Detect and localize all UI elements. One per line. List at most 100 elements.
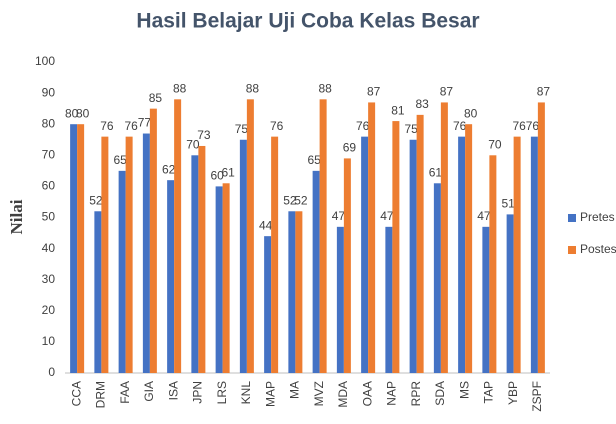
y-tick-label: 20 [42, 303, 56, 317]
bar [191, 155, 199, 373]
data-label: 65 [307, 153, 321, 167]
data-label: 69 [343, 141, 357, 155]
bar [336, 226, 344, 373]
data-label: 73 [197, 128, 211, 142]
y-tick-label: 100 [35, 54, 55, 68]
data-label: 88 [173, 81, 187, 95]
bar [264, 236, 272, 373]
data-label: 76 [100, 119, 114, 133]
bar [433, 183, 441, 373]
data-label: 62 [162, 162, 176, 176]
bar [174, 99, 182, 373]
data-label: 85 [149, 91, 163, 105]
x-tick-label: DRM [94, 381, 108, 408]
x-tick-label: JPN [191, 381, 205, 404]
data-label: 60 [210, 169, 224, 183]
y-tick-label: 0 [48, 365, 55, 379]
x-tick-label: MA [288, 381, 302, 399]
data-label: 76 [526, 119, 540, 133]
legend-label: Postes [580, 242, 616, 256]
x-tick-label: RPR [409, 381, 423, 407]
data-label: 61 [429, 165, 443, 179]
data-label: 80 [464, 106, 478, 120]
bar [506, 214, 514, 373]
data-label: 76 [453, 119, 467, 133]
data-label: 88 [318, 81, 332, 95]
bar [409, 139, 417, 373]
bar [392, 121, 400, 373]
bar [142, 133, 150, 373]
data-label: 87 [537, 85, 551, 99]
data-label: 47 [380, 209, 394, 223]
data-label: 51 [501, 197, 515, 211]
bar [295, 211, 303, 373]
data-label: 65 [113, 153, 127, 167]
bar [482, 226, 490, 373]
bar [343, 158, 351, 373]
bar [513, 136, 521, 373]
data-label: 76 [356, 119, 370, 133]
x-tick-label: YBP [506, 381, 520, 405]
bar [101, 136, 109, 373]
bar [94, 211, 102, 373]
data-label: 52 [283, 193, 297, 207]
bar [465, 124, 473, 373]
legend-swatch [568, 246, 576, 254]
data-label: 70 [488, 137, 502, 151]
data-label: 76 [124, 119, 138, 133]
x-tick-label: LRS [215, 381, 229, 404]
chart-title: Hasil Belajar Uji Coba Kelas Besar [136, 10, 479, 33]
y-tick-label: 80 [42, 116, 56, 130]
bar [288, 211, 296, 373]
data-label: 52 [89, 193, 103, 207]
bar [458, 136, 466, 373]
data-label: 87 [440, 85, 454, 99]
x-tick-label: OAA [360, 381, 374, 406]
data-label: 88 [246, 81, 260, 95]
y-tick-label: 60 [42, 179, 56, 193]
bar [416, 114, 424, 374]
bar [385, 226, 393, 373]
x-tick-label: FAA [118, 381, 132, 404]
legend-label: Pretes [580, 210, 615, 224]
x-tick-label: SDA [433, 381, 447, 406]
bar [246, 99, 254, 373]
bar [215, 186, 223, 373]
legend-swatch [568, 214, 576, 222]
y-tick-label: 90 [42, 85, 56, 99]
data-label: 76 [270, 119, 284, 133]
x-tick-label: TAP [482, 381, 496, 403]
x-tick-label: CCA [69, 381, 83, 406]
x-tick-label: ZSPF [530, 381, 544, 412]
data-label: 70 [186, 137, 200, 151]
bar [368, 102, 376, 374]
bar [149, 108, 157, 374]
bar [70, 124, 78, 373]
bar [239, 139, 247, 373]
bar [537, 102, 545, 374]
data-label: 61 [221, 165, 235, 179]
x-tick-label: NAP [385, 381, 399, 406]
x-tick-label: MVZ [312, 381, 326, 406]
x-tick-label: MS [457, 381, 471, 399]
data-label: 44 [259, 218, 273, 232]
data-label: 87 [367, 85, 381, 99]
y-tick-label: 30 [42, 272, 56, 286]
bar [125, 136, 133, 373]
bar [271, 136, 279, 373]
bar [118, 170, 126, 373]
bar [222, 183, 230, 373]
x-tick-label: KNL [239, 381, 253, 405]
bar [167, 180, 175, 373]
bar [198, 145, 206, 373]
bar [319, 99, 327, 373]
bar [530, 136, 538, 373]
y-tick-label: 40 [42, 241, 56, 255]
data-label: 80 [76, 106, 90, 120]
data-label: 81 [391, 103, 405, 117]
data-label: 52 [294, 193, 308, 207]
data-label: 76 [512, 119, 526, 133]
x-tick-label: MAP [263, 381, 277, 407]
bar [361, 136, 369, 373]
